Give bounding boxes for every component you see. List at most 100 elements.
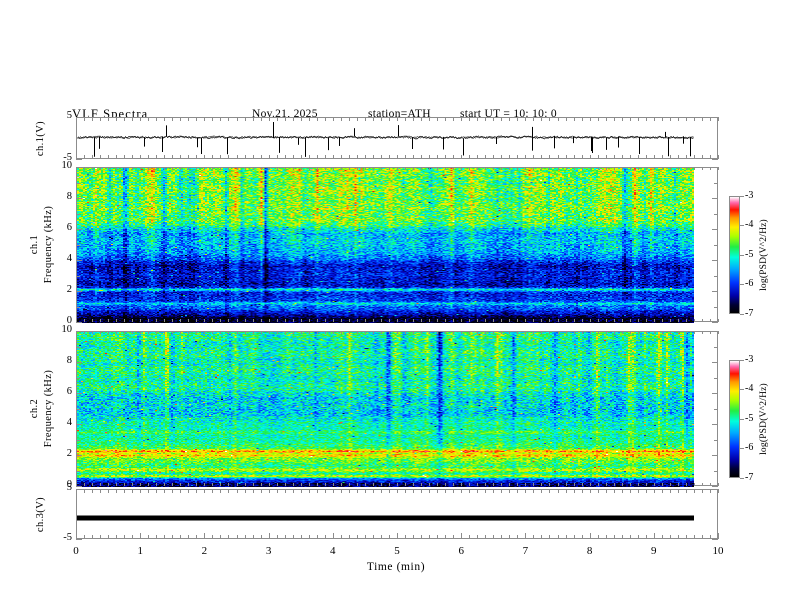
tick-mark (445, 167, 446, 170)
tick-mark (710, 489, 711, 493)
tick-mark (598, 331, 599, 334)
tick-mark (712, 260, 718, 261)
tick-mark (389, 489, 390, 493)
tick-mark (533, 483, 534, 486)
tick-mark (718, 533, 719, 539)
tick-mark (180, 483, 181, 486)
tick-mark (740, 448, 744, 449)
tick-mark (714, 409, 718, 410)
tick-mark (140, 483, 141, 486)
tick-mark (670, 155, 671, 159)
tick-mark (245, 535, 246, 539)
tick-mark (622, 167, 623, 170)
tick-mark (92, 331, 93, 334)
tick-mark (365, 319, 366, 322)
tick-mark (92, 535, 93, 539)
ytick-ch1s-8: 8 (66, 191, 72, 202)
tick-mark (686, 155, 687, 159)
tick-mark (228, 489, 229, 493)
tick-mark (188, 117, 189, 121)
spectrogram-image (77, 168, 694, 323)
tick-mark (76, 331, 82, 332)
tick-mark (606, 117, 607, 121)
ytick-ch2s-2: 2 (66, 448, 72, 459)
tick-mark (590, 489, 591, 493)
tick-mark (156, 331, 157, 334)
tick-mark (654, 155, 655, 159)
ytick-ch2s-4: 4 (66, 417, 72, 428)
tick-mark (204, 319, 205, 322)
tick-mark (269, 489, 270, 493)
tick-mark (509, 489, 510, 493)
tick-mark (309, 155, 310, 159)
tick-mark (116, 319, 117, 322)
tick-mark (100, 167, 101, 170)
tick-mark (188, 483, 189, 486)
tick-mark (261, 319, 262, 322)
tick-mark (381, 483, 382, 486)
tick-mark (670, 535, 671, 539)
tick-mark (365, 167, 366, 170)
tick-mark (437, 535, 438, 539)
tick-mark (237, 319, 238, 322)
tick-mark (517, 117, 518, 121)
tick-mark (574, 483, 575, 486)
tick-mark (590, 533, 591, 539)
tick-mark (630, 489, 631, 493)
tick-mark (228, 117, 229, 121)
tick-mark (678, 483, 679, 486)
tick-mark (76, 117, 77, 121)
tick-mark (614, 117, 615, 121)
tick-mark (317, 117, 318, 121)
tick-mark (220, 483, 221, 486)
tick-mark (261, 483, 262, 486)
tick-mark (148, 483, 149, 486)
tick-mark (180, 489, 181, 493)
tick-mark (533, 535, 534, 539)
tick-mark (646, 117, 647, 121)
tick-mark (365, 331, 366, 334)
tick-mark (301, 155, 302, 159)
tick-mark (501, 117, 502, 121)
tick-mark (533, 331, 534, 334)
tick-mark (429, 483, 430, 486)
tick-mark (100, 331, 101, 334)
tick-mark (156, 535, 157, 539)
tick-mark (196, 319, 197, 322)
tick-mark (646, 319, 647, 322)
tick-mark (541, 535, 542, 539)
tick-mark (373, 331, 374, 334)
colorbar-tick-neg6: -6 (745, 278, 754, 289)
tick-mark (558, 489, 559, 493)
tick-mark (710, 331, 711, 334)
tick-mark (622, 535, 623, 539)
xtick-7: 7 (522, 545, 529, 557)
tick-mark (228, 535, 229, 539)
tick-mark (333, 483, 334, 486)
colorbar-ch1-label: log(PSD(V^2/Hz) (758, 218, 769, 291)
tick-mark (309, 117, 310, 121)
tick-mark (285, 319, 286, 322)
tick-mark (574, 489, 575, 493)
tick-mark (84, 489, 85, 493)
tick-mark (76, 347, 80, 348)
tick-mark (245, 155, 246, 159)
tick-mark (574, 535, 575, 539)
tick-mark (702, 331, 703, 334)
tick-mark (714, 440, 718, 441)
tick-mark (317, 489, 318, 493)
tick-mark (245, 319, 246, 322)
tick-mark (421, 483, 422, 486)
tick-mark (485, 483, 486, 486)
tick-mark (132, 155, 133, 159)
tick-mark (100, 155, 101, 159)
tick-mark (84, 155, 85, 159)
tick-mark (477, 489, 478, 493)
tick-mark (172, 535, 173, 539)
tick-mark (301, 167, 302, 170)
tick-mark (421, 155, 422, 159)
tick-mark (212, 535, 213, 539)
tick-mark (606, 319, 607, 322)
tick-mark (710, 117, 711, 121)
tick-mark (710, 167, 711, 170)
